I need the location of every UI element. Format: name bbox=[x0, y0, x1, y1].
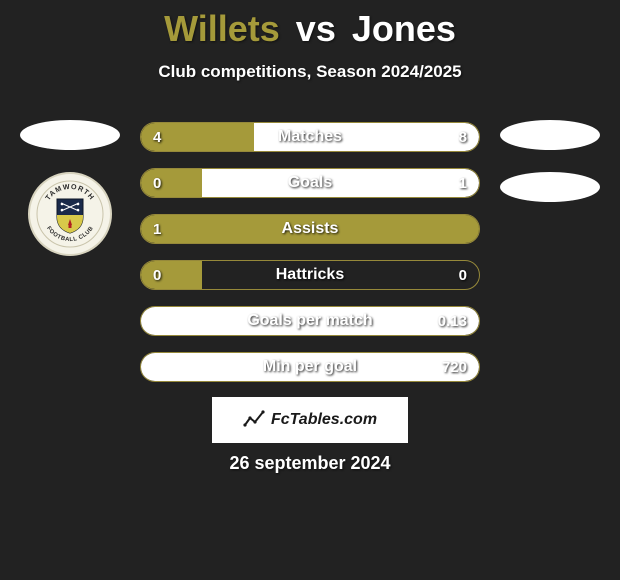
player2-name: Jones bbox=[352, 8, 456, 49]
subtitle: Club competitions, Season 2024/2025 bbox=[0, 62, 620, 82]
page-title: Willets vs Jones bbox=[0, 0, 620, 50]
stat-value-right: 1 bbox=[459, 169, 467, 197]
stat-fill-right bbox=[141, 353, 479, 381]
vs-text: vs bbox=[296, 8, 336, 49]
stat-value-right: 0 bbox=[459, 261, 467, 289]
stat-fill-left bbox=[141, 261, 202, 289]
stat-fill-right bbox=[254, 123, 479, 151]
stat-fill-right bbox=[141, 307, 479, 335]
attribution-text: FcTables.com bbox=[271, 411, 377, 429]
attribution-badge[interactable]: FcTables.com bbox=[212, 397, 408, 443]
stat-value-left: 0 bbox=[153, 261, 161, 289]
stats-bars: 48Matches01Goals1Assists00Hattricks0.13G… bbox=[140, 122, 480, 398]
stat-value-right: 8 bbox=[459, 123, 467, 151]
left-column: TAMWORTH FOOTBALL CLUB bbox=[20, 120, 120, 256]
stat-value-right: 720 bbox=[442, 353, 467, 381]
stat-value-left: 4 bbox=[153, 123, 161, 151]
stat-value-left: 1 bbox=[153, 215, 161, 243]
stat-value-right: 0.13 bbox=[438, 307, 467, 335]
date-text: 26 september 2024 bbox=[0, 453, 620, 474]
stat-row: 00Hattricks bbox=[140, 260, 480, 290]
player1-name: Willets bbox=[164, 8, 280, 49]
stat-row: 1Assists bbox=[140, 214, 480, 244]
chart-icon bbox=[243, 409, 265, 431]
stat-fill-left bbox=[141, 215, 479, 243]
stat-row: 48Matches bbox=[140, 122, 480, 152]
stat-row: 720Min per goal bbox=[140, 352, 480, 382]
comparison-card: Willets vs Jones Club competitions, Seas… bbox=[0, 0, 620, 580]
player2-club-placeholder bbox=[500, 172, 600, 202]
player1-club-badge: TAMWORTH FOOTBALL CLUB bbox=[28, 172, 112, 256]
player1-photo-placeholder bbox=[20, 120, 120, 150]
player2-photo-placeholder bbox=[500, 120, 600, 150]
stat-row: 01Goals bbox=[140, 168, 480, 198]
right-column bbox=[500, 120, 600, 224]
stat-row: 0.13Goals per match bbox=[140, 306, 480, 336]
stat-value-left: 0 bbox=[153, 169, 161, 197]
stat-fill-right bbox=[202, 169, 479, 197]
club-badge-svg: TAMWORTH FOOTBALL CLUB bbox=[35, 179, 105, 249]
stat-fill-left bbox=[141, 169, 202, 197]
